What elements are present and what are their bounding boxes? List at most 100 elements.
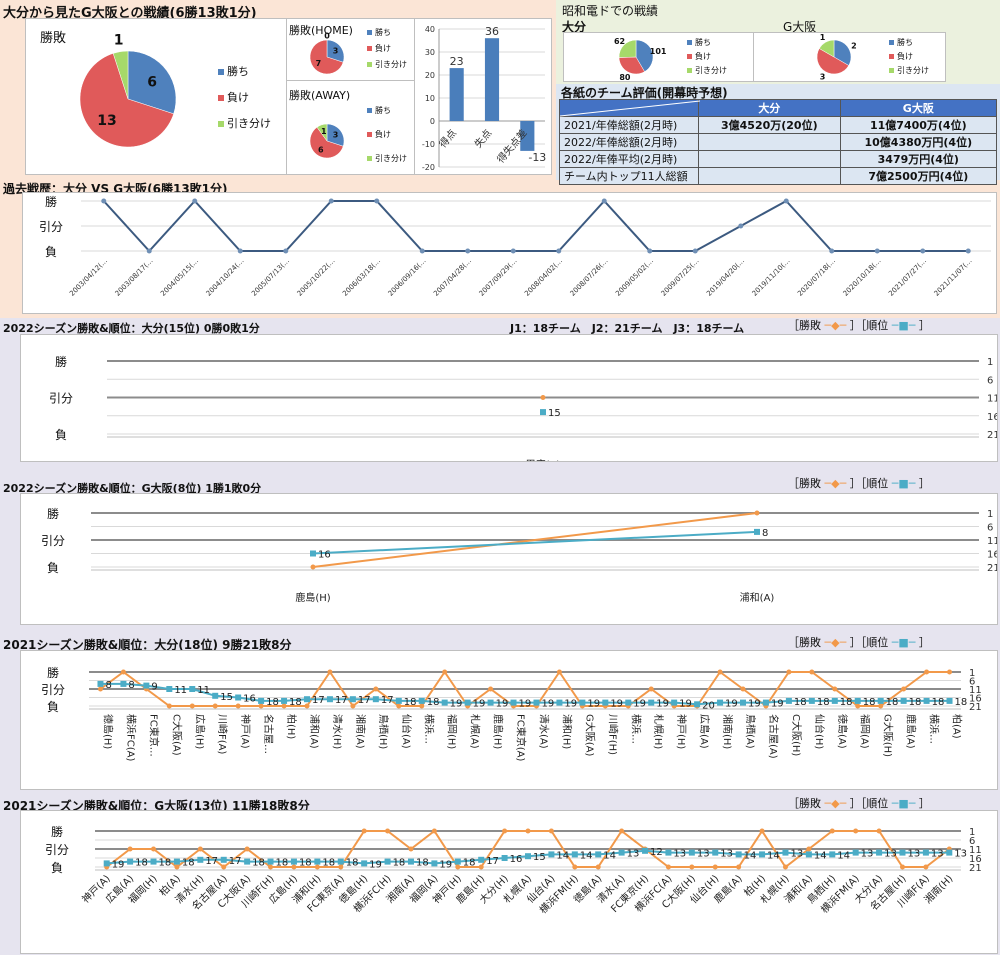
rank-tick-label: 21 bbox=[969, 702, 982, 713]
rank-point bbox=[326, 696, 333, 703]
goals-bar-panel: 40 30 20 10 0 -10 -20 23 得点 36 失点 -13 得失点差 bbox=[414, 18, 552, 175]
x-tick-label: 柏(A) bbox=[951, 714, 964, 739]
history-panel: 勝引分負 2003/04/12(… 2003/08/17(… 2004/05/15(…… bbox=[22, 192, 997, 314]
rank-point bbox=[501, 855, 508, 861]
rank-data-label: 17 bbox=[381, 695, 394, 706]
x-tick-label: 徳島(H) bbox=[101, 714, 114, 749]
rank-data-label: 19 bbox=[679, 699, 692, 710]
rank-point bbox=[235, 694, 242, 701]
result-point bbox=[488, 686, 494, 692]
oita-2022-legend: ［勝敗 ─◆─ ］［順位 ─■─ ］ bbox=[788, 317, 930, 333]
rank-data-label: 18 bbox=[299, 858, 312, 869]
pie-total-panel: 勝敗 6 13 1 勝ち 負け 引き分け bbox=[25, 18, 288, 175]
result-point bbox=[327, 669, 333, 675]
showa-oita-legend-win: 勝ち bbox=[687, 37, 711, 48]
legend-draw-swatch bbox=[367, 62, 372, 67]
showa-gamba-label: G大阪 bbox=[783, 20, 817, 34]
legend-draw-swatch bbox=[367, 156, 372, 161]
eval-cell-oita: 3億4520万(20位) bbox=[698, 116, 841, 134]
pie-data-label: 6 bbox=[318, 145, 324, 154]
result-point bbox=[120, 669, 126, 675]
rank-point bbox=[510, 699, 517, 706]
oita-2022-title: 2022シーズン勝敗&順位：大分(15位) 0勝0敗1分 bbox=[3, 322, 260, 335]
result-point bbox=[189, 703, 195, 709]
x-tick-label: 川崎F(H) bbox=[606, 714, 619, 755]
rank-point bbox=[258, 697, 265, 704]
result-point bbox=[923, 864, 929, 870]
x-tick-label: FC東京(A) bbox=[515, 714, 528, 761]
rank-point bbox=[717, 699, 724, 706]
eval-cell-gamba: 7億2500万円(4位) bbox=[839, 167, 998, 185]
rank-data-label: 16 bbox=[243, 694, 256, 705]
rank-point bbox=[782, 849, 789, 856]
rank-data-label: 19 bbox=[439, 859, 452, 870]
bar-1 bbox=[484, 38, 500, 122]
x-tick-label: 鹿島(H) bbox=[492, 714, 505, 749]
rank-data-label: 17 bbox=[205, 856, 218, 867]
legend-win: 勝ち bbox=[218, 63, 249, 79]
y-label-draw: 引分 bbox=[49, 392, 73, 406]
rank-point bbox=[829, 851, 836, 858]
rank-data-label: 19 bbox=[450, 699, 463, 710]
result-point bbox=[525, 828, 531, 834]
rank-point bbox=[120, 680, 127, 687]
rank-data-label: 14 bbox=[744, 850, 757, 861]
legend-win-swatch bbox=[218, 69, 224, 75]
legend-win-swatch bbox=[367, 30, 372, 35]
rank-tick-label: 11 bbox=[987, 394, 997, 405]
legend-loss-swatch bbox=[889, 54, 894, 59]
rank-data-label: 11 bbox=[197, 685, 210, 696]
pie-slice-win bbox=[127, 50, 177, 115]
history-point bbox=[283, 248, 289, 254]
rank-point bbox=[740, 699, 746, 706]
rank-data-label: 14 bbox=[837, 850, 850, 861]
rank-point bbox=[556, 699, 563, 706]
legend-win-swatch bbox=[889, 40, 894, 45]
rank-point bbox=[946, 697, 953, 704]
rank-point bbox=[361, 860, 368, 867]
rank-data-label: 13 bbox=[627, 849, 640, 860]
gamba-2022-panel: 1 6 11 16 21 勝引分負 16 8 鹿島(H) 浦和(A) bbox=[20, 493, 1000, 625]
rank-point bbox=[808, 697, 815, 704]
bar-data-label: 36 bbox=[485, 25, 499, 38]
result-line-swatch: ─◆─ bbox=[824, 797, 847, 810]
rank-data-label: 19 bbox=[725, 699, 738, 710]
history-point bbox=[419, 248, 425, 254]
x-tick-label: 広島(A) bbox=[698, 714, 711, 749]
pie-data-label: 3 bbox=[820, 73, 826, 81]
x-tick-label: 浦和(H) bbox=[560, 714, 573, 749]
rank-data-label: 20 bbox=[702, 700, 715, 711]
result-point bbox=[901, 686, 907, 692]
pie-home-panel: 勝敗(HOME) 3 7 0 勝ち 負け 引き分け bbox=[286, 18, 416, 81]
rank-line-swatch: ─■─ bbox=[891, 797, 916, 810]
legend-win-label: 勝ち bbox=[375, 106, 391, 115]
x-tick-label: 柏(H) bbox=[285, 714, 298, 739]
legend-draw-swatch bbox=[687, 68, 692, 73]
rank-point bbox=[876, 849, 883, 856]
diagonal-line bbox=[560, 100, 700, 117]
eval-cell-gamba: 10億4380万円(4位) bbox=[839, 133, 998, 151]
rank-data-label: 13 bbox=[931, 849, 944, 860]
rank-point bbox=[688, 849, 695, 856]
legend-win-label: 勝ち bbox=[695, 38, 711, 47]
rank-point bbox=[694, 701, 701, 708]
rank-point bbox=[900, 697, 907, 704]
rank-point bbox=[831, 697, 838, 704]
result-point bbox=[419, 703, 425, 709]
pie-home-title: 勝敗(HOME) bbox=[289, 24, 353, 37]
rank-point bbox=[441, 699, 448, 706]
legend-loss-swatch bbox=[367, 46, 372, 51]
pie-away-chart: 36 1 bbox=[309, 123, 345, 159]
bracket: ［ bbox=[860, 797, 867, 810]
rank-tick-label: 21 bbox=[969, 863, 982, 874]
rank-data-label: 18 bbox=[289, 697, 302, 708]
eval-row: チーム内トップ11人総額 7億2500万円(4位) bbox=[559, 167, 998, 185]
history-point bbox=[374, 198, 380, 204]
x-tick-label: 2009/07/25(… bbox=[660, 257, 701, 298]
result-point bbox=[455, 864, 461, 870]
x-tick-label: 鳥栖(H) bbox=[377, 714, 390, 749]
rank-data-label: 19 bbox=[473, 699, 486, 710]
bracket: ［ bbox=[788, 636, 799, 649]
